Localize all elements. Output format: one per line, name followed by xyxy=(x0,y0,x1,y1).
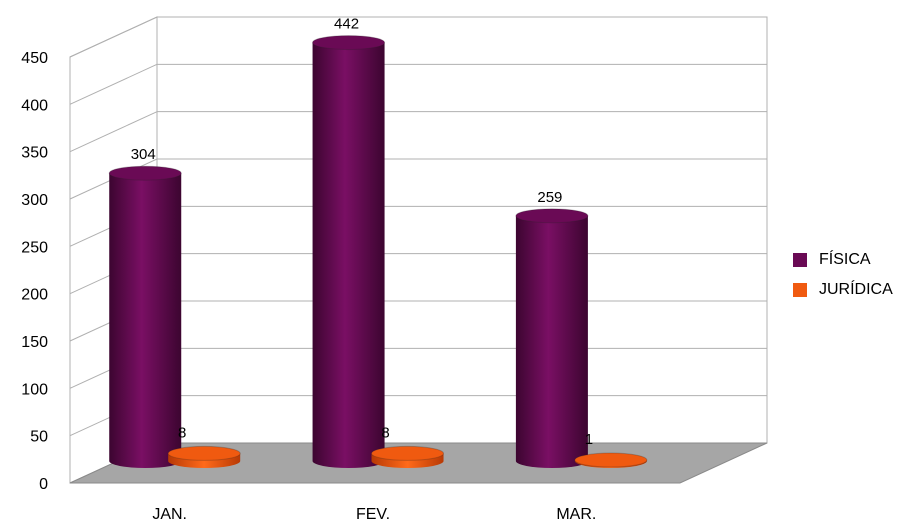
legend-swatch xyxy=(793,283,807,297)
y-tick-label: 0 xyxy=(39,476,48,493)
bar-top xyxy=(371,445,445,461)
legend-item-juridica: JURÍDICA xyxy=(793,275,893,305)
y-tick-label: 400 xyxy=(21,97,48,114)
y-tick-label: 150 xyxy=(21,334,48,351)
x-category-label: MAR. xyxy=(556,506,596,523)
y-tick-label: 100 xyxy=(21,381,48,398)
bar-body xyxy=(515,215,588,469)
data-label: 304 xyxy=(131,146,156,163)
x-category-label: FEV. xyxy=(356,506,390,523)
bar-juridica xyxy=(371,445,445,469)
gridline-side xyxy=(69,16,158,58)
gridline-side xyxy=(69,111,158,153)
bar-top xyxy=(312,35,386,51)
data-labels: 304 8 442 8 259 1 xyxy=(131,16,593,448)
bar-fisica xyxy=(312,35,386,469)
y-tick-label: 300 xyxy=(21,192,48,209)
legend: FÍSICA JURÍDICA xyxy=(793,245,893,305)
bar-fisica xyxy=(108,165,182,469)
y-tick-label: 450 xyxy=(21,50,48,67)
bar-top xyxy=(167,445,241,461)
data-label: 8 xyxy=(381,424,389,441)
data-label: 259 xyxy=(537,189,562,206)
bar-body xyxy=(109,173,182,469)
legend-swatch xyxy=(793,253,807,267)
bar-body xyxy=(312,42,385,469)
data-label: 1 xyxy=(585,431,593,448)
data-label: 442 xyxy=(334,16,359,33)
plot-walls xyxy=(69,16,768,484)
y-tick-label: 200 xyxy=(21,287,48,304)
bars xyxy=(108,35,648,469)
legend-item-fisica: FÍSICA xyxy=(793,245,893,275)
legend-label: JURÍDICA xyxy=(819,281,893,298)
bar-fisica xyxy=(515,208,589,469)
data-label: 8 xyxy=(178,424,186,441)
y-tick-label: 50 xyxy=(30,429,48,446)
back-wall xyxy=(156,16,768,444)
legend-label: FÍSICA xyxy=(819,251,871,268)
bar-juridica xyxy=(574,452,648,468)
y-tick-label: 350 xyxy=(21,145,48,162)
y-tick-label: 250 xyxy=(21,239,48,256)
bar-top xyxy=(108,165,182,181)
y-axis-ticks: 0 50 100 150 200 250 300 350 400 450 xyxy=(21,50,48,493)
x-axis-categories: JAN. FEV. MAR. xyxy=(152,506,596,523)
bar-juridica xyxy=(167,445,241,469)
gridline-side xyxy=(69,63,158,105)
x-category-label: JAN. xyxy=(152,506,187,523)
bar-top xyxy=(574,452,648,468)
bar-top xyxy=(515,208,589,224)
